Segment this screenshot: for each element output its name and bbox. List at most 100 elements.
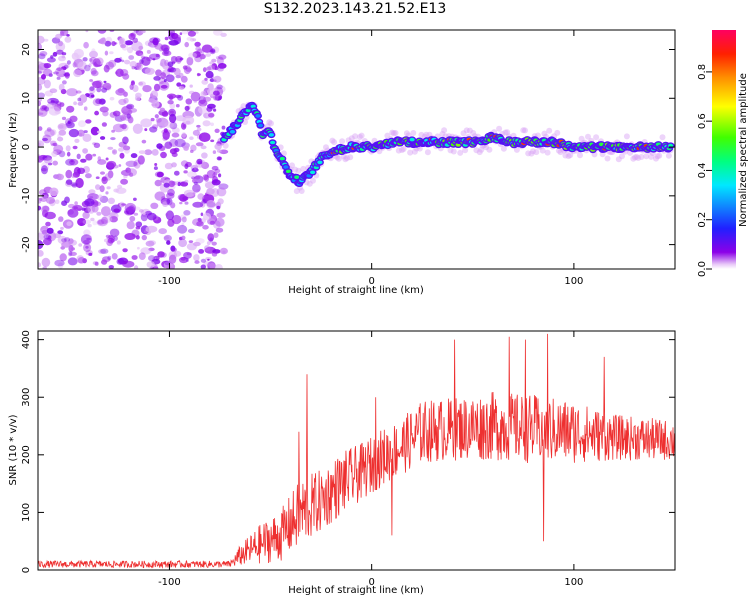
ridge-halo	[390, 130, 397, 137]
ridge-halo	[635, 155, 642, 161]
noise-blob	[193, 241, 201, 247]
ridge-halo	[623, 133, 630, 140]
noise-blob	[214, 143, 222, 150]
noise-blob	[169, 110, 174, 114]
noise-blob	[171, 56, 174, 59]
noise-blob	[96, 211, 102, 216]
noise-blob	[89, 79, 93, 82]
noise-blob	[159, 62, 164, 67]
noise-blob	[162, 130, 170, 140]
noise-blob	[108, 265, 115, 269]
noise-blob	[151, 149, 159, 156]
noise-blob	[77, 129, 85, 137]
ridge-core	[221, 137, 227, 142]
noise-blob	[169, 148, 178, 155]
noise-blob	[58, 55, 66, 62]
ridge-halo	[496, 125, 503, 132]
noise-blob	[68, 244, 74, 252]
noise-blob	[72, 62, 77, 68]
noise-blob	[53, 71, 59, 75]
noise-blob	[66, 88, 78, 97]
noise-blob	[83, 41, 89, 49]
noise-blob	[56, 67, 62, 72]
noise-blob	[216, 212, 226, 218]
noise-blob	[71, 52, 79, 60]
noise-blob	[61, 55, 66, 59]
noise-blob	[207, 218, 216, 225]
noise-blob	[94, 110, 99, 116]
ridge-core	[285, 169, 291, 174]
noise-blob	[82, 148, 88, 154]
ridge-halo	[447, 147, 454, 154]
noise-blob	[62, 80, 67, 85]
noise-blob	[203, 96, 212, 102]
noise-blob	[214, 264, 223, 269]
noise-blob	[124, 202, 137, 214]
noise-blob	[108, 59, 117, 68]
noise-blob	[42, 137, 48, 142]
noise-blob	[78, 133, 83, 137]
ridge-halo	[342, 156, 349, 163]
ridge-halo	[395, 147, 402, 154]
noise-blob	[118, 164, 122, 167]
colorbar-label: Normalized spectral amplitude	[738, 73, 749, 227]
noise-blob	[75, 177, 84, 189]
noise-blob	[192, 129, 200, 136]
spectrogram-frame	[37, 29, 676, 270]
noise-blob	[217, 198, 224, 205]
noise-blob	[78, 120, 86, 128]
noise-blob	[206, 188, 215, 195]
ridge-core	[229, 130, 236, 134]
noise-blob	[135, 221, 143, 228]
noise-blob	[135, 226, 141, 230]
ridge-halo	[525, 150, 532, 157]
noise-blob	[77, 61, 87, 70]
noise-blob	[138, 150, 146, 155]
noise-blob	[115, 68, 124, 78]
snr-panel: -100 0 100 0 100 200 300 400 Height of straight…	[8, 330, 676, 596]
noise-blob	[178, 238, 188, 248]
noise-blob	[124, 59, 131, 65]
noise-blob	[60, 30, 69, 36]
noise-blob	[56, 49, 64, 55]
noise-blob	[163, 234, 172, 242]
noise-blob	[144, 149, 153, 156]
ridge-halo	[502, 129, 509, 136]
noise-blob	[141, 30, 146, 34]
ridge-halo	[439, 131, 446, 137]
spectrogram-x-tick-label: 0	[368, 276, 374, 287]
noise-blob	[193, 254, 200, 262]
noise-blob	[38, 126, 43, 131]
noise-blob	[82, 133, 92, 142]
noise-blob	[193, 181, 198, 185]
noise-blob	[131, 66, 136, 70]
noise-blob	[204, 245, 211, 252]
ridge-halo	[632, 154, 638, 161]
noise-blob	[96, 218, 108, 227]
noise-blob	[216, 205, 221, 210]
noise-blob	[140, 118, 152, 128]
noise-blob	[57, 262, 64, 269]
noise-blob	[142, 85, 152, 93]
ridge-halo	[478, 146, 485, 153]
noise-blob	[83, 130, 88, 134]
noise-blob	[52, 160, 58, 166]
noise-blob	[88, 58, 93, 62]
ridge-halo	[513, 146, 520, 153]
noise-blob	[138, 53, 144, 57]
noise-blob	[149, 126, 158, 133]
noise-blob	[163, 79, 167, 83]
ridge-halo	[541, 130, 548, 137]
noise-blob	[211, 165, 219, 171]
noise-blob	[144, 67, 155, 75]
noise-blob	[106, 160, 117, 168]
noise-blob	[185, 258, 189, 262]
noise-blob	[156, 171, 164, 178]
ridge-halo	[340, 153, 347, 160]
noise-blob	[142, 212, 146, 215]
noise-blob	[146, 261, 155, 268]
noise-blob	[220, 32, 227, 38]
noise-blob	[39, 197, 43, 201]
colorbar-tick-label: 0.6	[697, 113, 708, 129]
noise-blob	[109, 96, 115, 101]
